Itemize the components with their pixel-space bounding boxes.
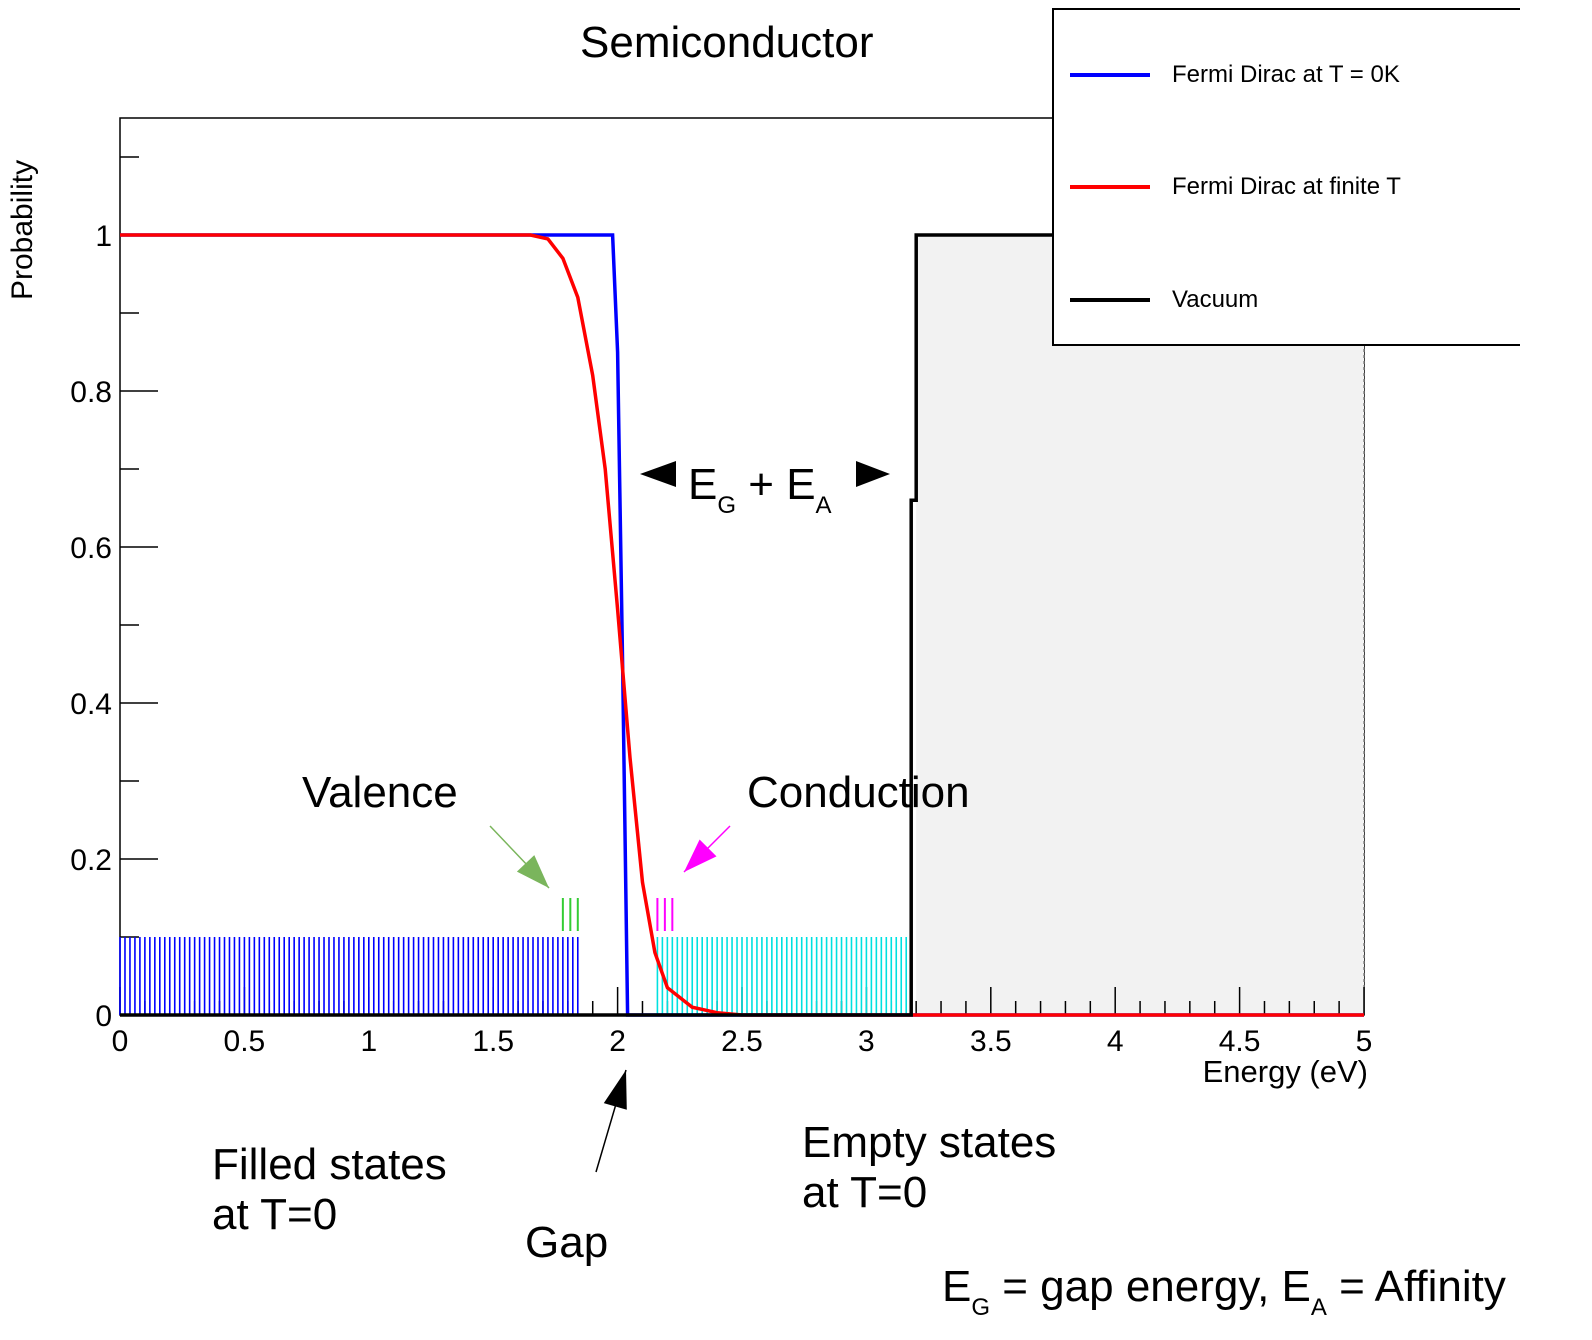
legend: Fermi Dirac at T = 0K Fermi Dirac at fin… [1052,8,1520,346]
legend-swatch-finite [1070,185,1150,189]
eg-left-arrowhead [640,461,676,487]
legend-entry-t0: Fermi Dirac at T = 0K [1070,60,1400,90]
x-tick-label-6: 3 [858,1025,875,1058]
legend-label-vacuum: Vacuum [1172,286,1259,313]
x-tick-label-9: 4.5 [1219,1025,1261,1058]
legend-label-t0: Fermi Dirac at T = 0K [1172,61,1400,88]
x-axis-label: Energy (eV) [1202,1054,1368,1089]
legend-entry-finite: Fermi Dirac at finite T [1070,172,1401,202]
eg-plus-ea-annotation: EG + EA [688,460,832,519]
empty-states-label: Empty states at T=0 [802,1118,1057,1217]
x-tick-label-10: 5 [1356,1025,1373,1058]
valence-arrow-head [516,855,549,888]
y-axis-label: Probability [6,159,39,300]
x-tick-label-3: 1.5 [472,1025,514,1058]
valence-label: Valence [302,768,458,817]
y-tick-label-4: 0.8 [70,376,112,409]
footer-definition: EG = gap energy, EA = Affinity [942,1262,1506,1321]
vacuum-region [916,235,1364,1015]
x-tick-label-7: 3.5 [970,1025,1012,1058]
gap-label: Gap [525,1218,609,1267]
x-tick-label-1: 0.5 [224,1025,266,1058]
y-tick-label-3: 0.6 [70,532,112,565]
legend-swatch-t0 [1070,73,1150,77]
x-tick-label-5: 2.5 [721,1025,763,1058]
eg-right-arrowhead [856,461,890,487]
series-fermi-finite [120,233,1364,1017]
legend-entry-vacuum: Vacuum [1070,285,1258,315]
legend-label-finite: Fermi Dirac at finite T [1172,173,1401,200]
y-tick-label-1: 0.2 [70,844,112,877]
legend-swatch-vacuum [1070,298,1150,302]
x-tick-label-4: 2 [609,1025,626,1058]
series-vacuum [120,233,1364,1017]
filled-states-label: Filled states at T=0 [212,1140,447,1239]
x-tick-label-0: 0 [112,1025,129,1058]
y-tick-label-0: 0 [95,1000,112,1033]
chart-title: Semiconductor [580,18,874,67]
x-tick-label-2: 1 [360,1025,377,1058]
y-tick-label-5: 1 [95,220,112,253]
conduction-label: Conduction [747,768,970,817]
x-tick-label-8: 4 [1107,1025,1124,1058]
gap-arrow-head [603,1070,627,1110]
y-tick-label-2: 0.4 [70,688,112,721]
conduction-arrow-head [684,839,717,872]
